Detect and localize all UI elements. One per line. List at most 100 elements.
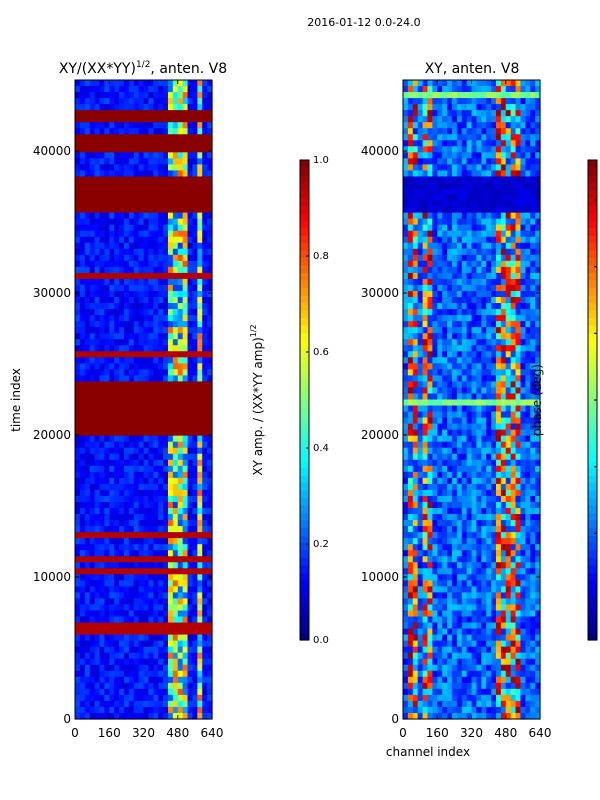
heatmap-cell (525, 242, 531, 250)
heatmap-cell (75, 399, 81, 407)
heatmap-cell (172, 351, 179, 358)
heatmap-cell (109, 465, 115, 473)
heatmap-cell (167, 303, 174, 310)
heatmap-cell (451, 182, 458, 190)
heatmap-cell (172, 628, 179, 636)
heatmap-cell (530, 80, 536, 87)
heatmap-cell (505, 387, 512, 395)
heatmap-cell (451, 351, 458, 358)
heatmap-cell (143, 218, 149, 226)
heatmap-cell (476, 170, 482, 178)
heatmap-cell (520, 134, 526, 141)
heatmap-cell (427, 339, 433, 346)
heatmap-cell (119, 254, 125, 262)
heatmap-cell (84, 688, 91, 696)
heatmap-cell (495, 230, 502, 238)
heatmap-cell (148, 459, 154, 467)
heatmap-cell (207, 526, 213, 533)
heatmap-cell (187, 86, 194, 93)
heatmap-cell (177, 393, 184, 401)
heatmap-cell (197, 345, 203, 352)
heatmap-cell (403, 176, 409, 184)
heatmap-cell (84, 495, 91, 503)
heatmap-cell (114, 92, 120, 99)
heatmap-cell (133, 260, 140, 268)
heatmap-cell (177, 351, 184, 358)
heatmap-cell (94, 98, 101, 105)
heatmap-cell (202, 351, 208, 358)
heatmap-cell (109, 592, 115, 600)
heatmap-cell (207, 206, 213, 214)
heatmap-cell (505, 284, 512, 292)
heatmap-cell (486, 459, 492, 467)
heatmap-cell (167, 628, 174, 636)
heatmap-cell (187, 200, 194, 208)
heatmap-cell (510, 381, 517, 389)
heatmap-cell (422, 489, 429, 497)
heatmap-cell (197, 610, 203, 618)
heatmap-cell (192, 357, 198, 364)
heatmap-cell (182, 303, 189, 310)
heatmap-cell (109, 92, 115, 99)
heatmap-cell (486, 254, 492, 262)
heatmap-cell (167, 592, 174, 600)
heatmap-cell (79, 206, 86, 214)
heatmap-cell (163, 284, 169, 292)
heatmap-cell (172, 508, 179, 515)
heatmap-cell (163, 483, 169, 491)
heatmap-cell (114, 435, 120, 443)
heatmap-cell (133, 526, 140, 533)
heatmap-cell (148, 429, 154, 437)
heatmap-cell (128, 297, 135, 304)
heatmap-cell (510, 134, 517, 141)
heatmap-cell (520, 200, 526, 208)
heatmap-cell (407, 224, 414, 232)
heatmap-cell (520, 116, 526, 123)
heatmap-cell (520, 146, 526, 153)
heatmap-cell (207, 459, 213, 467)
heatmap-cell (89, 248, 96, 256)
heatmap-cell (505, 327, 512, 334)
heatmap-cell (167, 586, 174, 594)
heatmap-cell (123, 489, 130, 497)
heatmap-cell (456, 459, 463, 467)
heatmap-cell (530, 321, 536, 328)
heatmap-cell (114, 345, 120, 352)
heatmap-cell (461, 158, 468, 165)
heatmap-cell (535, 405, 541, 413)
heatmap-cell (456, 116, 463, 123)
heatmap-cell (456, 272, 463, 280)
heatmap-cell (432, 86, 438, 93)
heatmap-cell (437, 357, 443, 364)
heatmap-cell (530, 303, 536, 310)
heatmap-cell (148, 658, 154, 666)
heatmap-cell (138, 188, 145, 196)
heatmap-cell (99, 471, 105, 479)
heatmap-cell (520, 242, 526, 250)
heatmap-cell (119, 333, 125, 340)
heatmap-cell (417, 80, 424, 87)
heatmap-cell (437, 158, 443, 165)
heatmap-cell (530, 339, 536, 346)
heatmap-cell (172, 483, 179, 491)
heatmap-cell (417, 170, 424, 178)
heatmap-cell (442, 92, 448, 99)
heatmap-cell (84, 423, 91, 431)
heatmap-cell (79, 417, 86, 425)
heatmap-cell (84, 134, 91, 141)
heatmap-cell (138, 152, 145, 159)
heatmap-cell (432, 471, 438, 479)
heatmap-cell (207, 122, 213, 129)
heatmap-cell (451, 417, 458, 425)
heatmap-cell (163, 92, 169, 99)
heatmap-cell (182, 538, 189, 545)
heatmap-cell (177, 272, 184, 280)
heatmap-cell (510, 128, 517, 135)
heatmap-cell (412, 303, 419, 310)
heatmap-cell (133, 303, 140, 310)
heatmap-cell (500, 212, 507, 220)
heatmap-cell (158, 562, 164, 569)
heatmap-cell (133, 501, 140, 509)
heatmap-cell (520, 182, 526, 190)
heatmap-cell (123, 568, 130, 575)
